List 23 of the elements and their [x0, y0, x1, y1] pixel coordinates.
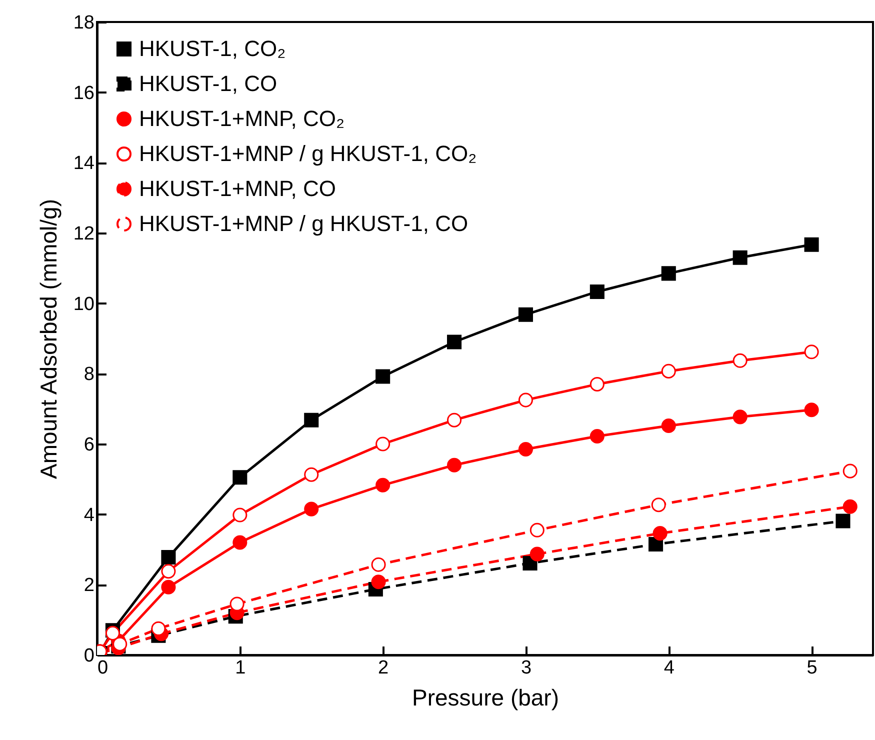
x-tick-label: 2 [378, 658, 389, 678]
y-tick-label: 12 [73, 224, 94, 244]
legend-label: HKUST-1+MNP, CO [139, 176, 336, 201]
x-tick-label: 1 [235, 658, 246, 678]
legend-label: HKUST-1, CO₂ [139, 36, 286, 61]
legend-label: HKUST-1, CO [139, 71, 278, 96]
legend-label: HKUST-1+MNP, CO₂ [139, 106, 345, 131]
x-tick-label: 0 [98, 658, 108, 678]
x-tick-label: 3 [520, 658, 532, 678]
y-tick-label: 8 [84, 364, 94, 386]
x-tick-label: 4 [664, 658, 675, 678]
y-axis-title: Amount Adsorbed (mmol/g) [35, 199, 62, 479]
legend-label: HKUST-1+MNP / g HKUST-1, CO [139, 211, 468, 236]
y-tick-label: 14 [73, 153, 95, 174]
y-tick-label: 6 [84, 434, 94, 456]
x-tick-label: 5 [806, 658, 818, 678]
y-tick-label: 4 [84, 504, 95, 526]
y-tick-label: 16 [73, 82, 94, 104]
y-tick-label: 18 [73, 12, 94, 34]
x-axis-title: Pressure (bar) [412, 684, 559, 710]
legend-label: HKUST-1+MNP / g HKUST-1, CO₂ [139, 141, 477, 166]
y-tick-label: 10 [73, 294, 94, 315]
y-tick-label: 2 [84, 575, 94, 596]
